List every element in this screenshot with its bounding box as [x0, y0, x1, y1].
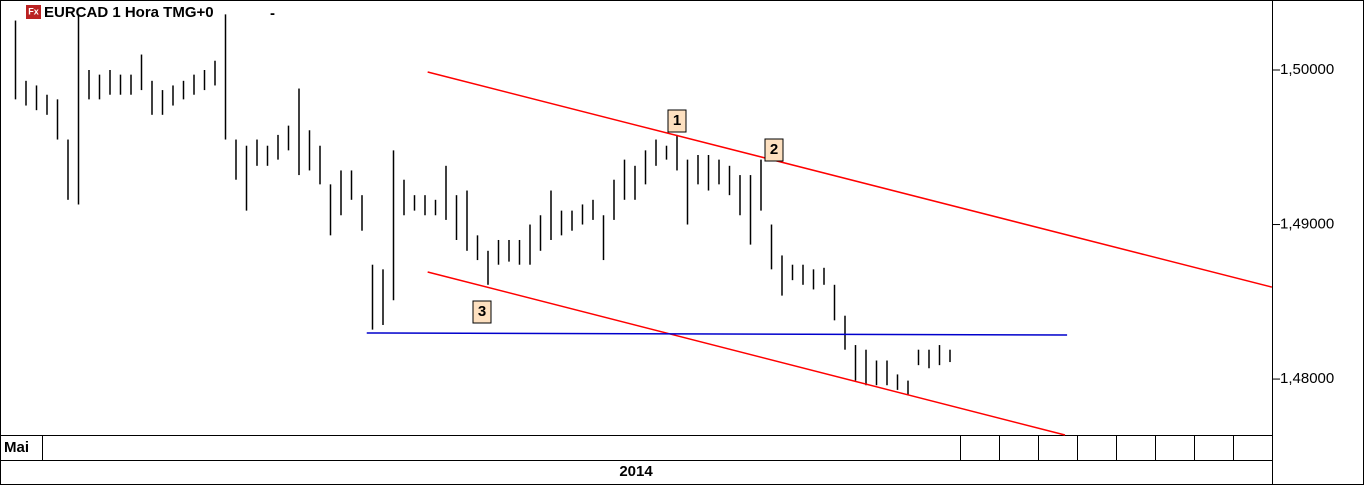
y-tick-label: 1,48000	[1280, 370, 1334, 387]
annotation-text: 2	[770, 141, 778, 158]
x-period-label: Mai	[4, 439, 29, 456]
annotation-1: 1	[667, 109, 687, 133]
menu-label: -	[270, 5, 275, 22]
annotation-text: 1	[673, 112, 681, 129]
trend-line	[427, 71, 1273, 288]
y-tick-label: 1,50000	[1280, 61, 1334, 78]
plot	[14, 14, 1273, 436]
annotation-text: 3	[478, 303, 486, 320]
y-tick-label: 1,49000	[1280, 215, 1334, 232]
time-cells	[42, 435, 1234, 460]
icon	[26, 5, 41, 19]
annotation-3: 3	[472, 300, 492, 324]
x-year-label: 2014	[619, 463, 653, 480]
icon-label: Fx	[28, 6, 39, 16]
annotation-2: 2	[764, 138, 784, 162]
trend-line	[427, 271, 1066, 436]
trend-line	[366, 332, 1068, 336]
chart-title: EURCAD 1 Hora TMG+0	[44, 4, 214, 21]
